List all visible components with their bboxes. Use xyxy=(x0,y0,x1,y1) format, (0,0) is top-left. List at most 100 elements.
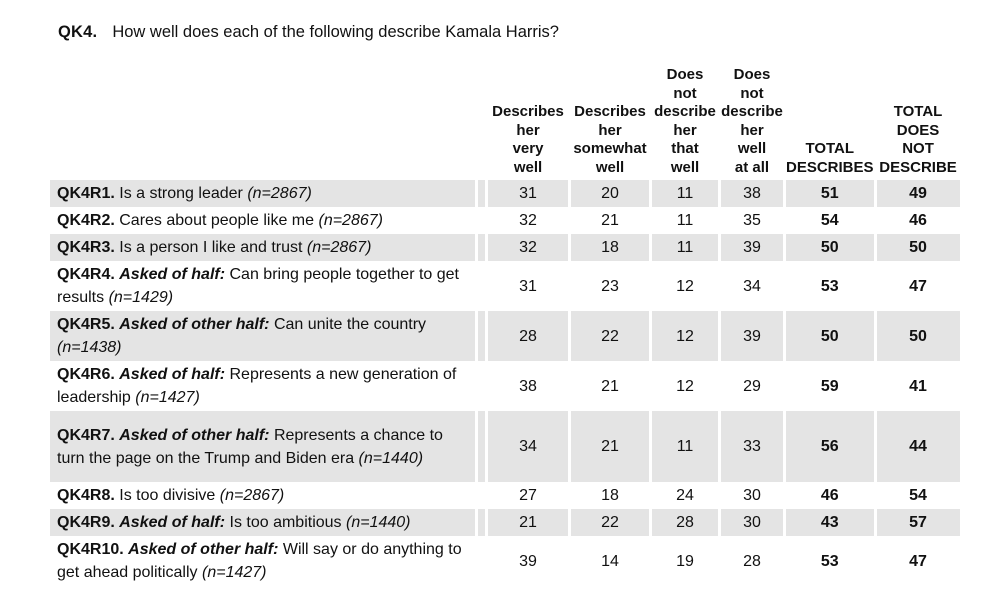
value-cell: 57 xyxy=(876,509,960,536)
row-text: Is too ambitious xyxy=(229,514,342,531)
value-cell: 20 xyxy=(571,180,649,207)
row-label: QK4R1. Is a strong leader (n=2867) xyxy=(50,180,475,207)
value-cell: 22 xyxy=(571,311,649,361)
row-text: Can bring people together to get results xyxy=(57,266,459,306)
value-cell: 21 xyxy=(601,377,619,395)
row-code: QK4R7. xyxy=(57,426,115,444)
row-n: (n=1427) xyxy=(202,564,267,581)
value-cell: 29 xyxy=(743,377,761,395)
table-row: QK4R1. Is a strong leader (n=2867) 31 20… xyxy=(50,180,960,207)
value-cell: 39 xyxy=(721,311,783,361)
value-cell: 30 xyxy=(721,509,783,536)
value-cell: 54 xyxy=(820,212,839,229)
row-qualifier: Asked of other half: xyxy=(119,426,270,444)
value-cell: 12 xyxy=(676,277,694,295)
value-cell: 18 xyxy=(571,234,649,261)
value-cell: 50 xyxy=(786,311,874,361)
row-code: QK4R3. xyxy=(57,239,115,256)
value-cell: 53 xyxy=(820,277,839,295)
value-cell: 32 xyxy=(519,212,537,229)
row-label: QK4R4. Asked of half: Can bring people t… xyxy=(50,261,475,311)
row-n: (n=1440) xyxy=(358,449,424,467)
table-row: QK4R10. Asked of other half: Will say or… xyxy=(50,536,960,586)
table-row: QK4R5. Asked of other half: Can unite th… xyxy=(50,311,960,361)
value-cell: 33 xyxy=(721,411,783,482)
header-label-blank xyxy=(50,66,475,180)
row-code: QK4R5. xyxy=(57,316,115,333)
value-cell: 28 xyxy=(488,311,568,361)
row-label: QK4R6. Asked of half: Represents a new g… xyxy=(50,361,475,411)
row-n: (n=2867) xyxy=(247,185,312,202)
row-text: Will say or do anything to get ahead pol… xyxy=(57,541,462,581)
value-cell: 34 xyxy=(488,411,568,482)
value-cell: 22 xyxy=(571,509,649,536)
value-cell: 50 xyxy=(786,234,874,261)
row-qualifier: Asked of half: xyxy=(119,266,226,283)
column-spacer xyxy=(478,234,485,261)
row-n: (n=1440) xyxy=(346,514,411,531)
value-cell: 11 xyxy=(652,180,718,207)
value-cell: 21 xyxy=(601,212,619,229)
row-label: QK4R5. Asked of other half: Can unite th… xyxy=(50,311,475,361)
value-cell: 46 xyxy=(820,487,839,504)
column-header-total-does-not-describe: TOTAL DOES NOT DESCRIBE xyxy=(879,103,957,176)
row-code: QK4R2. xyxy=(57,212,115,229)
question-code: QK4. xyxy=(58,23,98,41)
column-spacer xyxy=(478,411,485,482)
results-table: Describes her very well Describes her so… xyxy=(47,66,963,586)
row-text: Is a person I like and trust xyxy=(119,239,303,256)
table-row: QK4R2. Cares about people like me (n=286… xyxy=(50,207,960,234)
value-cell: 11 xyxy=(652,234,718,261)
row-label: QK4R10. Asked of other half: Will say or… xyxy=(50,536,475,586)
row-n: (n=1429) xyxy=(108,289,174,306)
row-label: QK4R3. Is a person I like and trust (n=2… xyxy=(50,234,475,261)
table-row: QK4R8. Is too divisive (n=2867) 27 18 24… xyxy=(50,482,960,509)
row-code: QK4R10. xyxy=(57,541,124,558)
row-text: Is a strong leader xyxy=(119,185,243,202)
table-header: Describes her very well Describes her so… xyxy=(50,66,960,180)
row-code: QK4R6. xyxy=(57,366,115,383)
column-header-not-describe-at-all: Does not describe her well at all xyxy=(721,66,783,176)
value-cell: 28 xyxy=(743,552,761,570)
value-cell: 53 xyxy=(820,552,839,570)
row-code: QK4R4. xyxy=(57,266,115,283)
value-cell: 23 xyxy=(601,277,619,295)
value-cell: 31 xyxy=(488,180,568,207)
row-n: (n=2867) xyxy=(219,487,285,504)
row-code: QK4R9. xyxy=(57,514,115,531)
value-cell: 51 xyxy=(786,180,874,207)
value-cell: 50 xyxy=(876,311,960,361)
value-cell: 47 xyxy=(909,552,927,570)
value-cell: 59 xyxy=(820,377,839,395)
row-qualifier: Asked of half: xyxy=(119,366,226,383)
column-header-total-describes: TOTAL DESCRIBES xyxy=(786,140,874,176)
table-row: QK4R9. Asked of half: Is too ambitious (… xyxy=(50,509,960,536)
column-spacer xyxy=(478,361,485,411)
value-cell: 46 xyxy=(909,212,927,229)
value-cell: 21 xyxy=(488,509,568,536)
column-spacer xyxy=(478,311,485,361)
row-text: Can unite the country xyxy=(273,316,427,333)
header-spacer-blank xyxy=(478,66,485,180)
value-cell: 35 xyxy=(743,212,761,229)
question-text: How well does each of the following desc… xyxy=(112,23,559,41)
value-cell: 32 xyxy=(488,234,568,261)
row-label: QK4R9. Asked of half: Is too ambitious (… xyxy=(50,509,475,536)
value-cell: 11 xyxy=(652,411,718,482)
column-header-describes-very-well: Describes her very well xyxy=(492,103,564,176)
row-qualifier: Asked of other half: xyxy=(128,541,279,558)
value-cell: 28 xyxy=(652,509,718,536)
column-header-describes-somewhat-well: Describes her somewhat well xyxy=(573,103,647,176)
value-cell: 50 xyxy=(876,234,960,261)
question-title: QK4. How well does each of the following … xyxy=(58,21,559,43)
row-n: (n=2867) xyxy=(306,239,372,256)
row-text: Represents a chance to turn the page on … xyxy=(57,426,443,467)
column-spacer xyxy=(478,207,485,234)
value-cell: 34 xyxy=(743,277,761,295)
value-cell: 44 xyxy=(876,411,960,482)
value-cell: 38 xyxy=(721,180,783,207)
value-cell: 56 xyxy=(786,411,874,482)
table-row: QK4R3. Is a person I like and trust (n=2… xyxy=(50,234,960,261)
value-cell: 30 xyxy=(743,487,761,504)
